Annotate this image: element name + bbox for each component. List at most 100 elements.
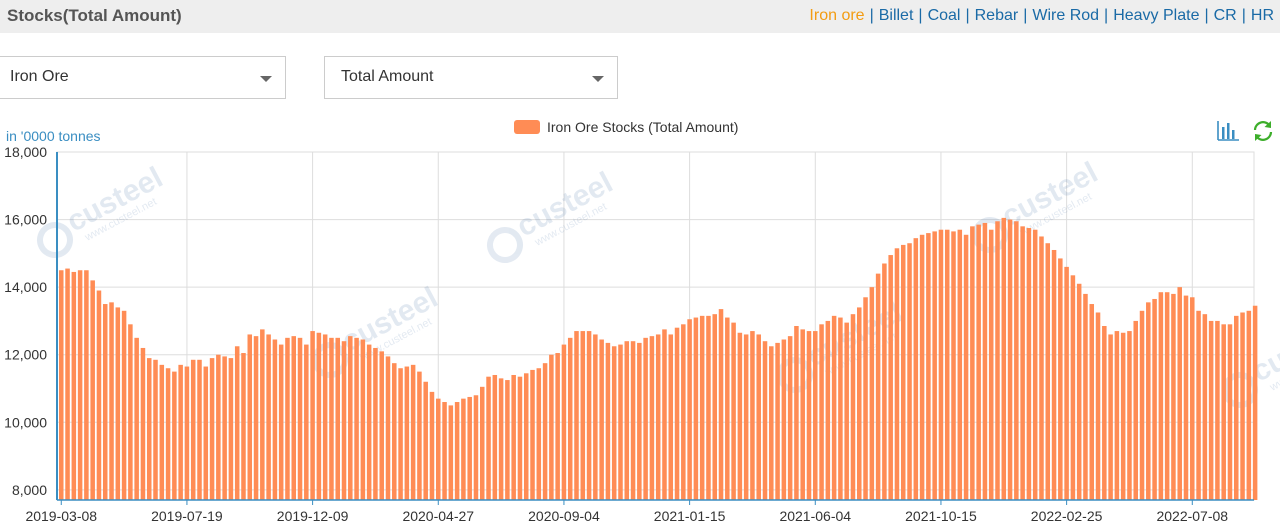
- bar[interactable]: [228, 358, 234, 500]
- bar[interactable]: [1026, 228, 1032, 500]
- bar[interactable]: [134, 337, 139, 500]
- bar[interactable]: [649, 336, 655, 500]
- bar[interactable]: [1227, 324, 1233, 500]
- bar[interactable]: [479, 386, 485, 500]
- bar[interactable]: [555, 353, 560, 500]
- bar[interactable]: [266, 334, 271, 500]
- bar[interactable]: [624, 341, 630, 500]
- bar[interactable]: [844, 322, 849, 500]
- bar[interactable]: [153, 359, 158, 500]
- bar[interactable]: [461, 398, 466, 500]
- bar[interactable]: [944, 229, 950, 500]
- bar[interactable]: [84, 270, 89, 500]
- bar[interactable]: [1070, 275, 1076, 500]
- bar[interactable]: [888, 255, 893, 500]
- nav-link-hr[interactable]: HR: [1250, 7, 1274, 24]
- bar[interactable]: [1045, 243, 1051, 500]
- bar[interactable]: [913, 238, 919, 500]
- bar[interactable]: [203, 366, 209, 500]
- bar[interactable]: [775, 342, 780, 500]
- bar[interactable]: [869, 287, 875, 500]
- bar[interactable]: [907, 243, 912, 500]
- bar[interactable]: [511, 374, 516, 500]
- bar[interactable]: [473, 395, 479, 500]
- bar[interactable]: [159, 364, 165, 500]
- bar[interactable]: [681, 324, 686, 500]
- bar[interactable]: [404, 366, 410, 500]
- bar[interactable]: [1114, 331, 1120, 500]
- bar[interactable]: [662, 329, 667, 500]
- bar[interactable]: [222, 356, 227, 500]
- nav-link-heavy-plate[interactable]: Heavy Plate: [1113, 7, 1200, 24]
- bar[interactable]: [1234, 315, 1239, 500]
- bar[interactable]: [121, 310, 127, 500]
- bar[interactable]: [1208, 320, 1214, 500]
- bar[interactable]: [643, 337, 648, 500]
- bar[interactable]: [894, 248, 900, 500]
- bar[interactable]: [706, 315, 711, 500]
- bar[interactable]: [687, 319, 692, 500]
- bar[interactable]: [1001, 217, 1007, 500]
- bar[interactable]: [781, 339, 787, 500]
- bar[interactable]: [838, 317, 843, 500]
- bar[interactable]: [536, 368, 542, 500]
- bar[interactable]: [580, 331, 586, 500]
- bar[interactable]: [875, 273, 881, 500]
- bar[interactable]: [769, 346, 774, 500]
- bar[interactable]: [618, 344, 623, 500]
- bar[interactable]: [165, 368, 171, 500]
- bar[interactable]: [699, 315, 705, 500]
- bar[interactable]: [1246, 310, 1252, 500]
- nav-link-iron-ore[interactable]: Iron ore: [809, 7, 865, 24]
- bar[interactable]: [178, 364, 183, 500]
- bar[interactable]: [806, 331, 812, 500]
- bar[interactable]: [756, 334, 761, 500]
- bar[interactable]: [1146, 302, 1151, 500]
- bar[interactable]: [530, 369, 535, 500]
- bar[interactable]: [335, 337, 340, 500]
- bar[interactable]: [963, 234, 969, 500]
- bar[interactable]: [1240, 312, 1245, 500]
- bar[interactable]: [360, 339, 366, 500]
- bar[interactable]: [1102, 326, 1107, 500]
- bar[interactable]: [1158, 292, 1164, 500]
- bar[interactable]: [1196, 310, 1201, 500]
- bar[interactable]: [1032, 229, 1038, 500]
- bar[interactable]: [366, 344, 372, 500]
- nav-link-cr[interactable]: CR: [1213, 7, 1237, 24]
- bar[interactable]: [1252, 305, 1258, 500]
- bar[interactable]: [373, 347, 378, 500]
- nav-link-coal[interactable]: Coal: [927, 7, 961, 24]
- bar[interactable]: [951, 231, 956, 500]
- bar[interactable]: [586, 331, 592, 500]
- bar[interactable]: [448, 405, 454, 500]
- bar[interactable]: [1095, 312, 1101, 500]
- bar[interactable]: [750, 331, 755, 500]
- bar[interactable]: [467, 396, 472, 500]
- bar[interactable]: [674, 327, 680, 500]
- bar[interactable]: [1076, 283, 1082, 500]
- bar[interactable]: [1014, 221, 1019, 500]
- bar[interactable]: [348, 336, 353, 500]
- bar[interactable]: [442, 402, 447, 500]
- bar[interactable]: [762, 341, 768, 500]
- bar[interactable]: [316, 332, 322, 500]
- bar[interactable]: [241, 353, 246, 500]
- bar[interactable]: [957, 229, 963, 500]
- bar[interactable]: [354, 337, 359, 500]
- bar[interactable]: [429, 391, 435, 500]
- bar[interactable]: [882, 263, 887, 501]
- bar[interactable]: [567, 337, 573, 500]
- bar[interactable]: [731, 322, 736, 500]
- bar[interactable]: [599, 339, 604, 500]
- nav-link-wire-rod[interactable]: Wire Rod: [1032, 7, 1100, 24]
- bar[interactable]: [492, 374, 498, 500]
- bar[interactable]: [310, 331, 315, 500]
- bar[interactable]: [637, 342, 642, 500]
- bar[interactable]: [693, 317, 699, 500]
- bar[interactable]: [140, 347, 146, 500]
- bar[interactable]: [919, 234, 925, 500]
- bar[interactable]: [77, 270, 83, 500]
- bar[interactable]: [995, 221, 1000, 500]
- bar[interactable]: [1058, 258, 1063, 500]
